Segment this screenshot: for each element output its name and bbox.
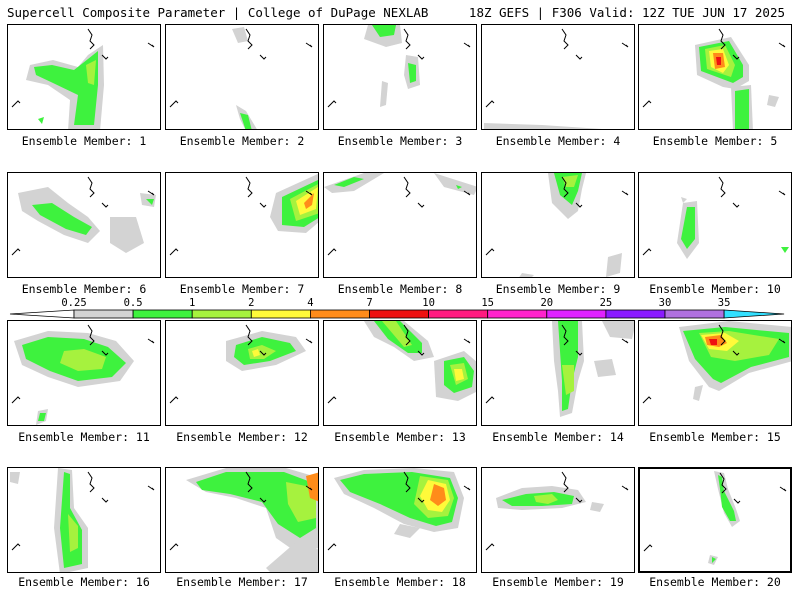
- scp-field-map: [327, 321, 476, 404]
- scp-field-map: [642, 176, 789, 259]
- ensemble-member-label: Ensemble Member: 11: [18, 430, 150, 444]
- scp-field-map: [324, 173, 476, 256]
- scp-field-map: [485, 321, 634, 417]
- ensemble-member-label: Ensemble Member: 5: [652, 134, 778, 148]
- colorbar-segment: [428, 309, 489, 319]
- colorbar-segment: [132, 309, 193, 319]
- ensemble-member-label: Ensemble Member: 8: [337, 282, 463, 296]
- ensemble-member-label: Ensemble Member: 17: [176, 575, 308, 589]
- ensemble-member-panel[interactable]: [165, 467, 319, 573]
- ensemble-member-label: Ensemble Member: 7: [179, 282, 305, 296]
- scp-field-map: [11, 28, 155, 129]
- ensemble-member-panel[interactable]: [165, 24, 319, 130]
- colorbar-segment: [73, 309, 134, 319]
- ensemble-member-label: Ensemble Member: 10: [649, 282, 781, 296]
- colorbar-tick-label: 10: [422, 297, 435, 309]
- colorbar-tick-label: 2: [248, 297, 255, 309]
- ensemble-member-panel[interactable]: [165, 172, 319, 278]
- scp-field-map: [11, 176, 156, 256]
- scp-field-map: [169, 324, 313, 404]
- ensemble-member-label: Ensemble Member: 12: [176, 430, 308, 444]
- ensemble-member-label: Ensemble Member: 19: [492, 575, 624, 589]
- scp-field-map: [11, 324, 155, 425]
- scp-field-map: [643, 471, 787, 565]
- ensemble-member-panel[interactable]: [7, 172, 161, 278]
- ensemble-member-label: Ensemble Member: 9: [495, 282, 621, 296]
- ensemble-member-label: Ensemble Member: 6: [21, 282, 147, 296]
- color-scale-bar: [9, 309, 785, 319]
- ensemble-member-panel[interactable]: [638, 172, 792, 278]
- ensemble-member-label: Ensemble Member: 20: [649, 575, 781, 589]
- scp-field-map: [10, 468, 155, 572]
- scp-field-map: [169, 468, 318, 572]
- color-scale-legend: 0.25 0.5 1 2 4 7 10 15 20 25 30 35: [0, 297, 800, 327]
- colorbar-low-arrow: [9, 309, 75, 319]
- ensemble-member-panel[interactable]: [481, 467, 635, 573]
- colorbar-segment: [309, 309, 370, 319]
- colorbar-tick-label: 1: [189, 297, 196, 309]
- colorbar-segment: [546, 309, 607, 319]
- ensemble-member-label: Ensemble Member: 13: [334, 430, 466, 444]
- colorbar-high-arrow: [723, 309, 785, 319]
- ensemble-member-panel[interactable]: [323, 24, 477, 130]
- scp-field-map: [642, 28, 786, 129]
- ensemble-member-label: Ensemble Member: 16: [18, 575, 150, 589]
- ensemble-member-panel[interactable]: [165, 320, 319, 426]
- colorbar-segment: [664, 309, 725, 319]
- colorbar-tick-label: 4: [307, 297, 314, 309]
- colorbar-segment: [191, 309, 252, 319]
- ensemble-member-panel[interactable]: [638, 320, 792, 426]
- colorbar-segment: [250, 309, 311, 319]
- colorbar-tick-label: 0.25: [61, 297, 87, 309]
- ensemble-member-panel[interactable]: [323, 467, 477, 573]
- ensemble-member-label: Ensemble Member: 14: [492, 430, 624, 444]
- scp-field-map: [327, 468, 471, 551]
- scp-field-map: [485, 173, 629, 277]
- scp-field-map: [169, 27, 313, 129]
- scp-field-map: [327, 25, 471, 108]
- ensemble-member-panel[interactable]: [7, 24, 161, 130]
- colorbar-segment: [605, 309, 666, 319]
- ensemble-member-panel[interactable]: [638, 24, 792, 130]
- colorbar-tick-label: 20: [540, 297, 554, 309]
- ensemble-member-label: Ensemble Member: 15: [649, 430, 781, 444]
- ensemble-member-panel[interactable]: [638, 467, 792, 573]
- ensemble-member-panel[interactable]: [7, 467, 161, 573]
- ensemble-member-panel[interactable]: [323, 320, 477, 426]
- ensemble-member-panel[interactable]: [481, 24, 635, 130]
- scp-field-map: [484, 28, 629, 129]
- ensemble-member-label: Ensemble Member: 3: [337, 134, 463, 148]
- map-title: Supercell Composite Parameter | College …: [7, 5, 429, 20]
- valid-time: 18Z GEFS | F306 Valid: 12Z TUE JUN 17 20…: [468, 5, 785, 20]
- colorbar-tick-label: 7: [366, 297, 373, 309]
- colorbar-segment: [369, 309, 429, 319]
- scp-field-map: [642, 321, 791, 404]
- ensemble-member-panel[interactable]: [481, 172, 635, 278]
- ensemble-member-label: Ensemble Member: 18: [334, 575, 466, 589]
- scp-field-map: [485, 471, 629, 551]
- colorbar-tick-label: 30: [658, 297, 672, 309]
- scp-field-map: [169, 173, 318, 256]
- ensemble-member-label: Ensemble Member: 4: [495, 134, 621, 148]
- colorbar-segment: [487, 309, 548, 319]
- ensemble-member-label: Ensemble Member: 1: [21, 134, 147, 148]
- colorbar-tick-label: 15: [481, 297, 495, 309]
- ensemble-member-panel[interactable]: [323, 172, 477, 278]
- colorbar-tick-label: 35: [717, 297, 731, 309]
- colorbar-tick-label: 25: [599, 297, 613, 309]
- ensemble-member-label: Ensemble Member: 2: [179, 134, 305, 148]
- ensemble-member-panel[interactable]: [7, 320, 161, 426]
- colorbar-tick-label: 0.5: [123, 297, 143, 309]
- ensemble-member-panel[interactable]: [481, 320, 635, 426]
